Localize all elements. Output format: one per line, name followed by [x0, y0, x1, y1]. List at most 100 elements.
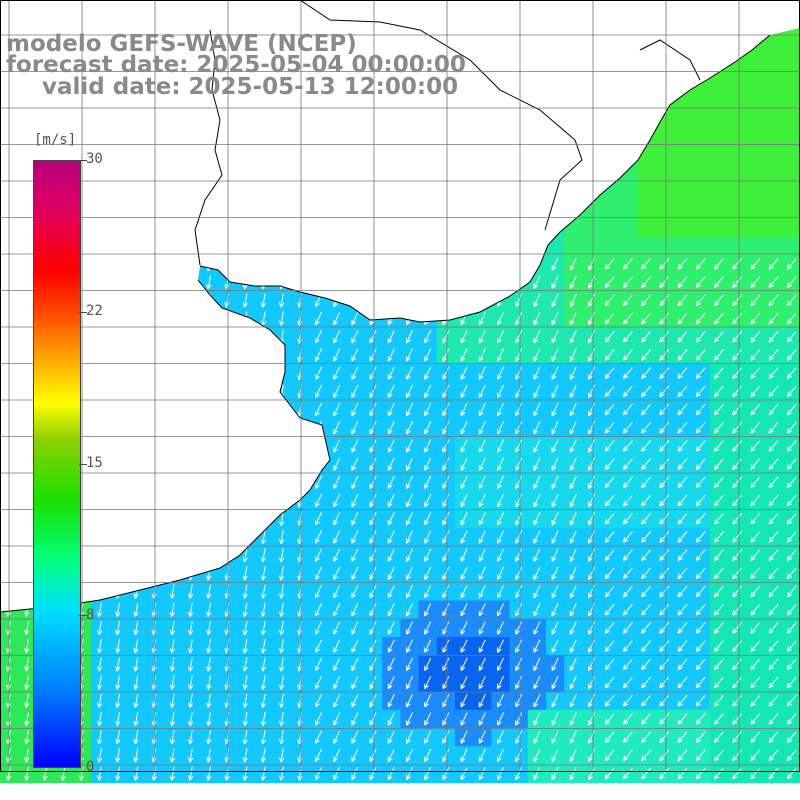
- wind-arrow: [442, 348, 450, 362]
- wind-arrow: [604, 440, 615, 452]
- wind-arrow: [242, 730, 248, 745]
- wind-arrow: [133, 602, 139, 617]
- wind-cell: [764, 54, 784, 74]
- wind-arrow: [242, 548, 248, 563]
- wind-cell: [746, 236, 765, 256]
- wind-arrow: [533, 275, 541, 289]
- wind-arrow: [713, 403, 724, 416]
- wind-arrow: [260, 548, 267, 563]
- wind-arrow: [786, 403, 797, 416]
- wind-cell: [655, 200, 674, 219]
- wind-arrow: [732, 713, 742, 725]
- wind-arrow: [713, 258, 724, 270]
- wind-arrow: [677, 622, 688, 634]
- wind-arrow: [750, 258, 761, 270]
- wind-arrow: [622, 567, 633, 580]
- wind-arrow: [206, 584, 212, 599]
- wind-arrow: [713, 367, 724, 379]
- wind-arrow: [677, 585, 688, 598]
- wind-arrow: [604, 367, 615, 379]
- wind-arrow: [206, 766, 212, 781]
- wind-arrow: [351, 530, 359, 544]
- wind-cell: [691, 163, 711, 183]
- wind-arrow: [97, 639, 103, 654]
- wind-cell: [728, 236, 747, 256]
- wind-arrow: [478, 712, 486, 726]
- wind-cell: [618, 200, 638, 219]
- wind-arrow: [333, 311, 341, 326]
- wind-arrow: [786, 549, 797, 561]
- wind-arrow: [732, 494, 742, 507]
- wind-arrow: [369, 348, 377, 362]
- wind-arrow: [333, 384, 341, 398]
- wind-arrow: [478, 694, 486, 708]
- wind-arrow: [133, 693, 139, 708]
- land-mask: [0, 0, 771, 613]
- wind-arrow: [768, 312, 779, 325]
- wind-arrow: [588, 712, 595, 726]
- border-line: [194, 0, 701, 266]
- colorbar-tickline-22: [79, 312, 87, 313]
- wind-arrow: [786, 731, 797, 743]
- wind-arrow: [622, 749, 633, 762]
- wind-arrow: [622, 440, 633, 452]
- wind-arrow: [551, 675, 559, 690]
- wind-arrow: [169, 602, 176, 617]
- wind-arrow: [786, 694, 797, 707]
- wind-arrow: [260, 639, 267, 654]
- wind-arrow: [515, 657, 523, 671]
- wind-arrow: [551, 384, 559, 398]
- wind-arrow: [604, 713, 615, 725]
- wind-arrow: [97, 620, 103, 636]
- wind-arrow: [460, 330, 468, 344]
- wind-arrow: [622, 622, 633, 634]
- wind-arrow: [515, 566, 523, 580]
- wind-arrow: [768, 294, 779, 307]
- wind-arrow: [333, 621, 341, 635]
- wind-arrow: [351, 475, 359, 489]
- wind-arrow: [786, 330, 797, 343]
- wind-arrow: [551, 293, 559, 307]
- wind-arrow: [732, 330, 742, 343]
- wind-arrow: [351, 348, 359, 362]
- wind-arrow: [588, 348, 595, 362]
- wind-arrow: [786, 258, 797, 270]
- wind-arrow: [750, 694, 761, 707]
- wind-arrow: [24, 766, 30, 781]
- wind-arrow: [533, 293, 541, 307]
- wind-arrow: [695, 403, 706, 416]
- wind-arrow: [387, 566, 395, 580]
- wind-arrow: [604, 330, 615, 343]
- wind-arrow: [768, 349, 779, 361]
- wind-arrow: [315, 603, 322, 617]
- colorbar-tick-30: 30: [86, 151, 103, 167]
- wind-arrow: [551, 311, 559, 326]
- wind-arrow: [424, 457, 432, 471]
- wind-arrow: [786, 421, 797, 434]
- wind-arrow: [677, 476, 688, 489]
- wind-arrow: [242, 620, 248, 636]
- wind-cell: [673, 236, 693, 256]
- wind-cell: [691, 218, 711, 238]
- wind-arrow: [497, 639, 504, 653]
- wind-arrow: [115, 766, 121, 781]
- wind-arrow: [768, 640, 779, 652]
- wind-arrow: [406, 366, 413, 380]
- wind-arrow: [206, 275, 212, 290]
- wind-arrow: [604, 276, 615, 288]
- wind-arrow: [622, 549, 633, 561]
- wind-arrow: [677, 367, 688, 379]
- wind-arrow: [133, 639, 139, 654]
- wind-arrow: [351, 457, 359, 471]
- valid-date-label: valid date: 2025-05-13 12:00:00: [42, 74, 459, 100]
- wind-arrow: [406, 330, 413, 344]
- wind-arrow: [659, 549, 670, 561]
- wind-arrow: [604, 694, 615, 707]
- wind-arrow: [333, 639, 341, 653]
- wind-arrow: [424, 712, 432, 726]
- wind-arrow: [369, 694, 377, 708]
- wind-cell: [655, 218, 674, 238]
- wind-arrow: [695, 585, 706, 598]
- wind-arrow: [569, 584, 577, 599]
- wind-arrow: [424, 621, 432, 635]
